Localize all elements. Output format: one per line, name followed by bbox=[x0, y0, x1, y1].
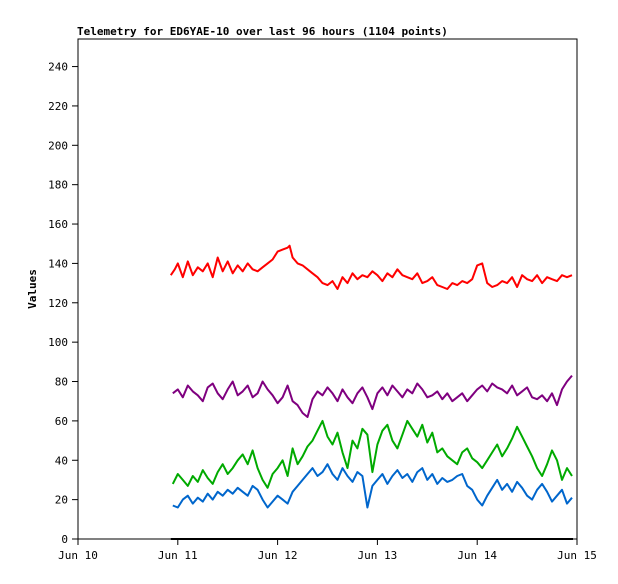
y-tick-label: 140 bbox=[48, 257, 68, 270]
y-tick-label: 100 bbox=[48, 336, 68, 349]
y-tick-label: 40 bbox=[55, 454, 68, 467]
y-tick-label: 200 bbox=[48, 139, 68, 152]
y-tick-label: 240 bbox=[48, 61, 68, 74]
y-axis: 0 20 40 60 80 100 120 140 160 180 200 220 240 bbox=[48, 61, 78, 546]
series-line-1 bbox=[169, 244, 573, 290]
x-tick-label: Jun 15 bbox=[557, 549, 597, 562]
series-line-2 bbox=[172, 374, 573, 418]
x-tick-label: Jun 13 bbox=[358, 549, 398, 562]
y-tick-label: 220 bbox=[48, 100, 68, 113]
y-axis-label: Values bbox=[26, 269, 39, 309]
y-tick-label: 60 bbox=[55, 415, 68, 428]
x-tick-label: Jun 10 bbox=[58, 549, 98, 562]
y-tick-label: 160 bbox=[48, 218, 68, 231]
y-tick-label: 120 bbox=[48, 297, 68, 310]
y-tick-label: 80 bbox=[55, 376, 68, 389]
plot-frame bbox=[77, 38, 578, 540]
y-tick-label: 20 bbox=[55, 494, 68, 507]
chart-title: Telemetry for ED6YAE-10 over last 96 hou… bbox=[77, 25, 448, 38]
series-line-3 bbox=[171, 419, 573, 489]
y-tick-label: 0 bbox=[61, 533, 68, 546]
x-tick-label: Jun 12 bbox=[258, 549, 298, 562]
series-layer bbox=[169, 244, 573, 540]
x-tick-label: Jun 14 bbox=[457, 549, 497, 562]
series-line-4 bbox=[172, 463, 573, 509]
x-axis: Jun 10 Jun 11 Jun 12 Jun 13 Jun 14 Jun 15 bbox=[58, 539, 597, 562]
x-tick-label: Jun 11 bbox=[158, 549, 198, 562]
y-tick-label: 180 bbox=[48, 179, 68, 192]
